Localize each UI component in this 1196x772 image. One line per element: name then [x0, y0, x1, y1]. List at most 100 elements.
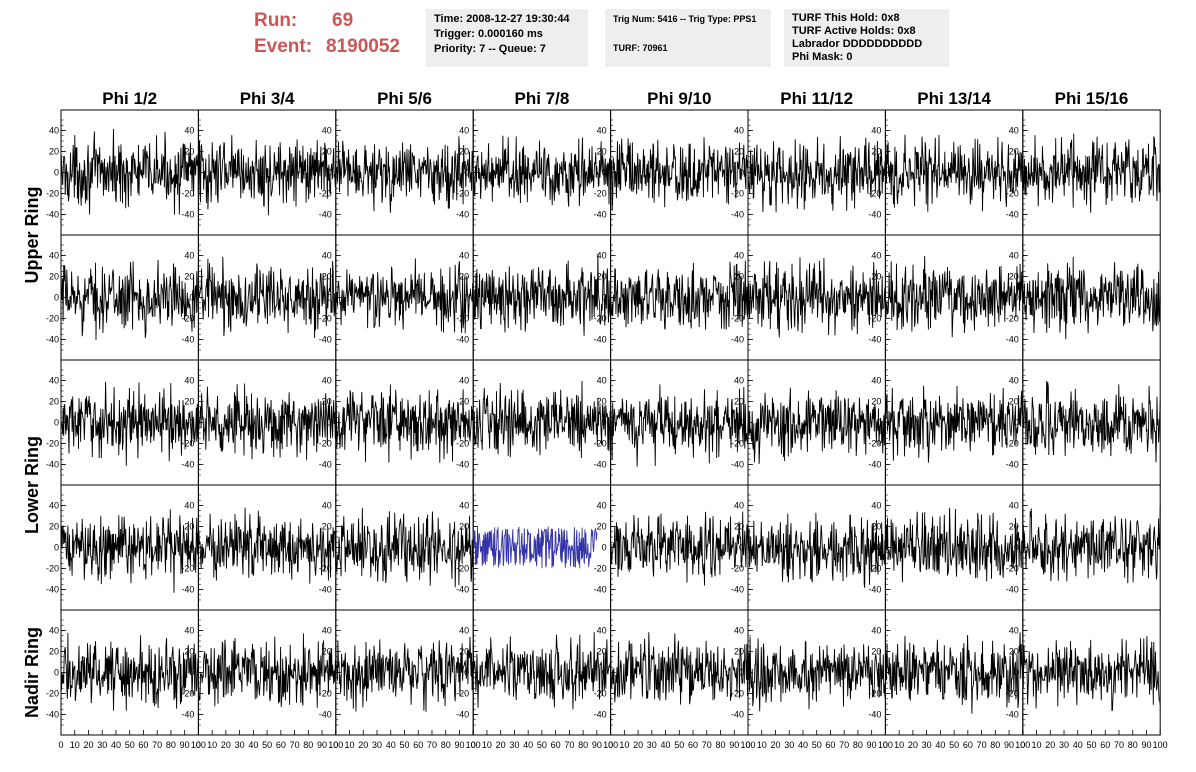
y-tick-label: 20	[184, 397, 194, 407]
waveform-trace	[1022, 636, 1161, 712]
y-tick-label: -20	[456, 564, 469, 574]
x-tick-label: 80	[853, 740, 863, 750]
x-tick-label: 50	[1086, 740, 1096, 750]
waveform-trace	[60, 381, 199, 466]
x-tick-label: 60	[825, 740, 835, 750]
x-tick-label: 40	[111, 740, 121, 750]
y-tick-label: 0	[54, 668, 59, 678]
y-tick-label: 40	[597, 376, 607, 386]
y-tick-label: -40	[1006, 335, 1019, 345]
event-value: 8190052	[326, 36, 400, 57]
x-tick-label: 40	[661, 740, 671, 750]
y-tick-label: -20	[594, 314, 607, 324]
trigger-time-box: Time: 2008-12-27 19:30:44 Trigger: 0.000…	[426, 9, 588, 67]
x-tick-label: 60	[963, 740, 973, 750]
waveform-trace	[335, 384, 474, 463]
waveform-trace	[747, 387, 886, 465]
y-tick-label: -20	[1006, 689, 1019, 699]
y-tick-label: 20	[322, 397, 332, 407]
x-tick-label: 0	[196, 740, 201, 750]
y-tick-label: -20	[594, 689, 607, 699]
x-tick-label: 10	[757, 740, 767, 750]
y-tick-label: 20	[184, 647, 194, 657]
x-tick-label: 70	[427, 740, 437, 750]
x-tick-label: 10	[207, 740, 217, 750]
y-tick-label: 20	[734, 147, 744, 157]
y-tick-label: -40	[319, 460, 332, 470]
y-tick-label: 0	[602, 418, 607, 428]
event-label: Event:	[254, 36, 313, 57]
y-tick-label: 0	[189, 668, 194, 678]
y-tick-label: -40	[456, 335, 469, 345]
x-tick-label: 70	[1114, 740, 1124, 750]
x-tick-label: 80	[441, 740, 451, 750]
y-tick-label: 0	[189, 418, 194, 428]
y-tick-label: -20	[46, 314, 59, 324]
y-tick-label: 0	[464, 668, 469, 678]
y-tick-label: -40	[319, 335, 332, 345]
x-tick-label: 50	[537, 740, 547, 750]
y-tick-label: 0	[739, 543, 744, 553]
x-tick-label: 30	[784, 740, 794, 750]
x-tick-label: 20	[358, 740, 368, 750]
y-tick-label: -20	[868, 439, 881, 449]
x-tick-label: 10	[482, 740, 492, 750]
y-tick-label: -40	[456, 210, 469, 220]
y-tick-label: -40	[46, 710, 59, 720]
y-tick-label: 0	[189, 168, 194, 178]
y-tick-label: 40	[734, 501, 744, 511]
column-header: Phi 1/2	[102, 89, 157, 108]
x-tick-label: 60	[276, 740, 286, 750]
run-value: 69	[332, 10, 354, 31]
y-tick-label: 40	[871, 251, 881, 261]
y-tick-label: 40	[322, 626, 332, 636]
y-tick-label: -20	[46, 439, 59, 449]
waveform-trace	[884, 632, 1024, 714]
waveform-trace	[610, 260, 749, 330]
y-tick-label: 20	[871, 647, 881, 657]
x-tick-label: 70	[152, 740, 162, 750]
waveform-trace	[197, 383, 337, 461]
y-tick-label: -40	[181, 460, 194, 470]
y-tick-label: -40	[594, 460, 607, 470]
y-tick-label: 0	[54, 293, 59, 303]
y-tick-label: 40	[597, 126, 607, 136]
y-tick-label: -20	[456, 314, 469, 324]
waveform-trace	[60, 259, 199, 340]
y-tick-label: 20	[459, 647, 469, 657]
waveform-trace	[60, 509, 199, 593]
x-tick-label: 30	[647, 740, 657, 750]
y-tick-label: 20	[1009, 647, 1019, 657]
y-tick-label: 40	[1009, 126, 1019, 136]
y-tick-label: 20	[1009, 397, 1019, 407]
y-tick-label: 20	[184, 522, 194, 532]
y-tick-label: 0	[876, 543, 881, 553]
y-tick-label: 20	[734, 522, 744, 532]
priority-text: Priority: 7 -- Queue: 7	[434, 43, 546, 55]
y-tick-label: -20	[181, 689, 194, 699]
x-tick-label: 80	[716, 740, 726, 750]
x-tick-label: 50	[812, 740, 822, 750]
y-tick-label: 40	[871, 626, 881, 636]
trig-num-box: Trig Num: 5416 -- Trig Type: PPS1 TURF: …	[605, 9, 771, 67]
waveform-trace	[60, 632, 199, 711]
y-tick-label: 0	[327, 168, 332, 178]
y-tick-label: 40	[459, 501, 469, 511]
y-tick-label: 20	[322, 522, 332, 532]
waveform-trace	[197, 633, 337, 708]
y-tick-label: 40	[184, 501, 194, 511]
y-tick-label: 40	[459, 626, 469, 636]
x-tick-label: 100	[603, 740, 618, 750]
y-tick-label: 40	[184, 376, 194, 386]
x-tick-label: 60	[138, 740, 148, 750]
x-tick-label: 50	[674, 740, 684, 750]
y-tick-label: -20	[731, 314, 744, 324]
x-tick-label: 20	[770, 740, 780, 750]
y-tick-label: -40	[1006, 460, 1019, 470]
y-tick-label: 40	[49, 376, 59, 386]
x-tick-label: 30	[372, 740, 382, 750]
row-label: Nadir Ring	[22, 627, 42, 718]
y-tick-label: 20	[459, 522, 469, 532]
y-tick-label: 40	[459, 376, 469, 386]
x-tick-label: 70	[564, 740, 574, 750]
